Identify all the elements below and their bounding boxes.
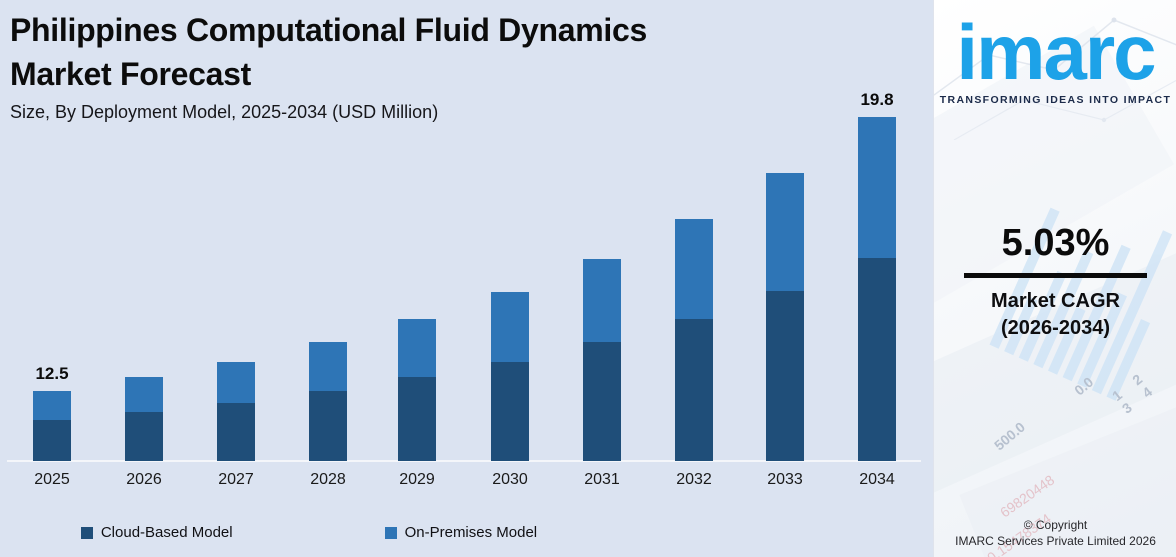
x-axis-label: 2025 xyxy=(34,471,70,488)
plot-area: 12.5 2025 2026 2027 2028 2029 2030 2031 2032 2033… xyxy=(7,90,921,488)
bar-segment-cloud-based xyxy=(858,258,896,461)
bar-segment-on-premises xyxy=(675,219,713,319)
bar-segment-cloud-based xyxy=(33,420,71,461)
x-axis-label: 2026 xyxy=(126,471,162,488)
bar-2027 xyxy=(217,362,255,461)
x-axis-label: 2033 xyxy=(767,471,803,488)
legend-swatch-icon xyxy=(80,526,93,539)
bar-segment-on-premises xyxy=(33,391,71,420)
x-axis-label: 2030 xyxy=(492,471,528,488)
x-axis-label: 2031 xyxy=(584,471,620,488)
bar-segment-cloud-based xyxy=(583,342,621,461)
watermark-axis-max: 500.0 xyxy=(990,418,1029,454)
bar-segment-on-premises xyxy=(125,377,163,412)
bar-2029 xyxy=(398,319,436,461)
bar-segment-cloud-based xyxy=(491,362,529,461)
bar-segment-on-premises xyxy=(491,292,529,362)
watermark-tick-sequence: 1 2 3 4 xyxy=(1109,366,1161,417)
imarc-tagline: TRANSFORMING IDEAS INTO IMPACT xyxy=(939,94,1172,106)
cagr-divider xyxy=(964,273,1147,278)
x-axis-label: 2032 xyxy=(676,471,712,488)
bar-value-label: 12.5 xyxy=(35,364,69,383)
bar-value-label: 19.8 xyxy=(860,90,894,109)
bar-2032 xyxy=(675,219,713,461)
copyright-line1: © Copyright xyxy=(1023,518,1088,532)
x-axis-label: 2027 xyxy=(218,471,254,488)
chart-title-line2: Market Forecast xyxy=(10,56,251,92)
bar-2025 xyxy=(33,391,71,461)
x-axis-line xyxy=(7,460,921,462)
cagr-label-line1: Market CAGR xyxy=(991,290,1120,312)
copyright: © Copyright IMARC Services Private Limite… xyxy=(934,517,1176,549)
cagr-label-line2: (2026-2034) xyxy=(1001,317,1110,339)
bar-segment-cloud-based xyxy=(125,412,163,461)
x-axis-label: 2034 xyxy=(859,471,895,488)
brand-panel: 500.0 0.0 1 2 3 4 69820448 0.15478374 im… xyxy=(933,0,1176,557)
bar-segment-on-premises xyxy=(398,319,436,377)
chart-title-line1: Philippines Computational Fluid Dynamics xyxy=(10,12,647,48)
bar-segment-cloud-based xyxy=(217,403,255,461)
watermark-axis-min: 0.0 xyxy=(1071,373,1097,399)
legend-item: Cloud-Based Model xyxy=(80,524,233,541)
bar-segment-on-premises xyxy=(858,117,896,258)
legend-swatch-icon xyxy=(384,526,397,539)
legend: Cloud-Based Model On-Premises Model xyxy=(0,524,654,541)
bar-2030 xyxy=(491,292,529,461)
legend-label: On-Premises Model xyxy=(404,524,538,541)
x-axis-label: 2028 xyxy=(310,471,346,488)
bar-2031 xyxy=(583,259,621,461)
imarc-logo-text: imarc xyxy=(956,8,1156,96)
bar-segment-on-premises xyxy=(217,362,255,403)
cagr-callout: 5.03% Market CAGR (2026-2034) xyxy=(934,222,1176,342)
bar-segment-on-premises xyxy=(766,173,804,291)
chart-title: Philippines Computational Fluid Dynamics… xyxy=(10,8,647,96)
chart-panel: Philippines Computational Fluid Dynamics… xyxy=(0,8,921,541)
legend-item: On-Premises Model xyxy=(384,524,538,541)
copyright-line2: IMARC Services Private Limited 2026 xyxy=(955,534,1156,548)
imarc-logo: imarc TRANSFORMING IDEAS INTO IMPACT xyxy=(934,10,1176,106)
bar-2028 xyxy=(309,342,347,461)
bar-segment-cloud-based xyxy=(398,377,436,461)
bar-2034 xyxy=(858,117,896,461)
x-axis-label: 2029 xyxy=(399,471,435,488)
chart-subtitle: Size, By Deployment Model, 2025-2034 (US… xyxy=(10,102,439,122)
bar-segment-on-premises xyxy=(309,342,347,391)
bar-segment-cloud-based xyxy=(766,291,804,461)
bar-2026 xyxy=(125,377,163,461)
legend-label: Cloud-Based Model xyxy=(100,524,233,541)
cagr-value: 5.03% xyxy=(1001,222,1110,264)
watermark-number: 69820448 xyxy=(997,471,1058,521)
bar-segment-on-premises xyxy=(583,259,621,342)
bar-segment-cloud-based xyxy=(675,319,713,461)
bar-segment-cloud-based xyxy=(309,391,347,461)
bar-2033 xyxy=(766,173,804,461)
